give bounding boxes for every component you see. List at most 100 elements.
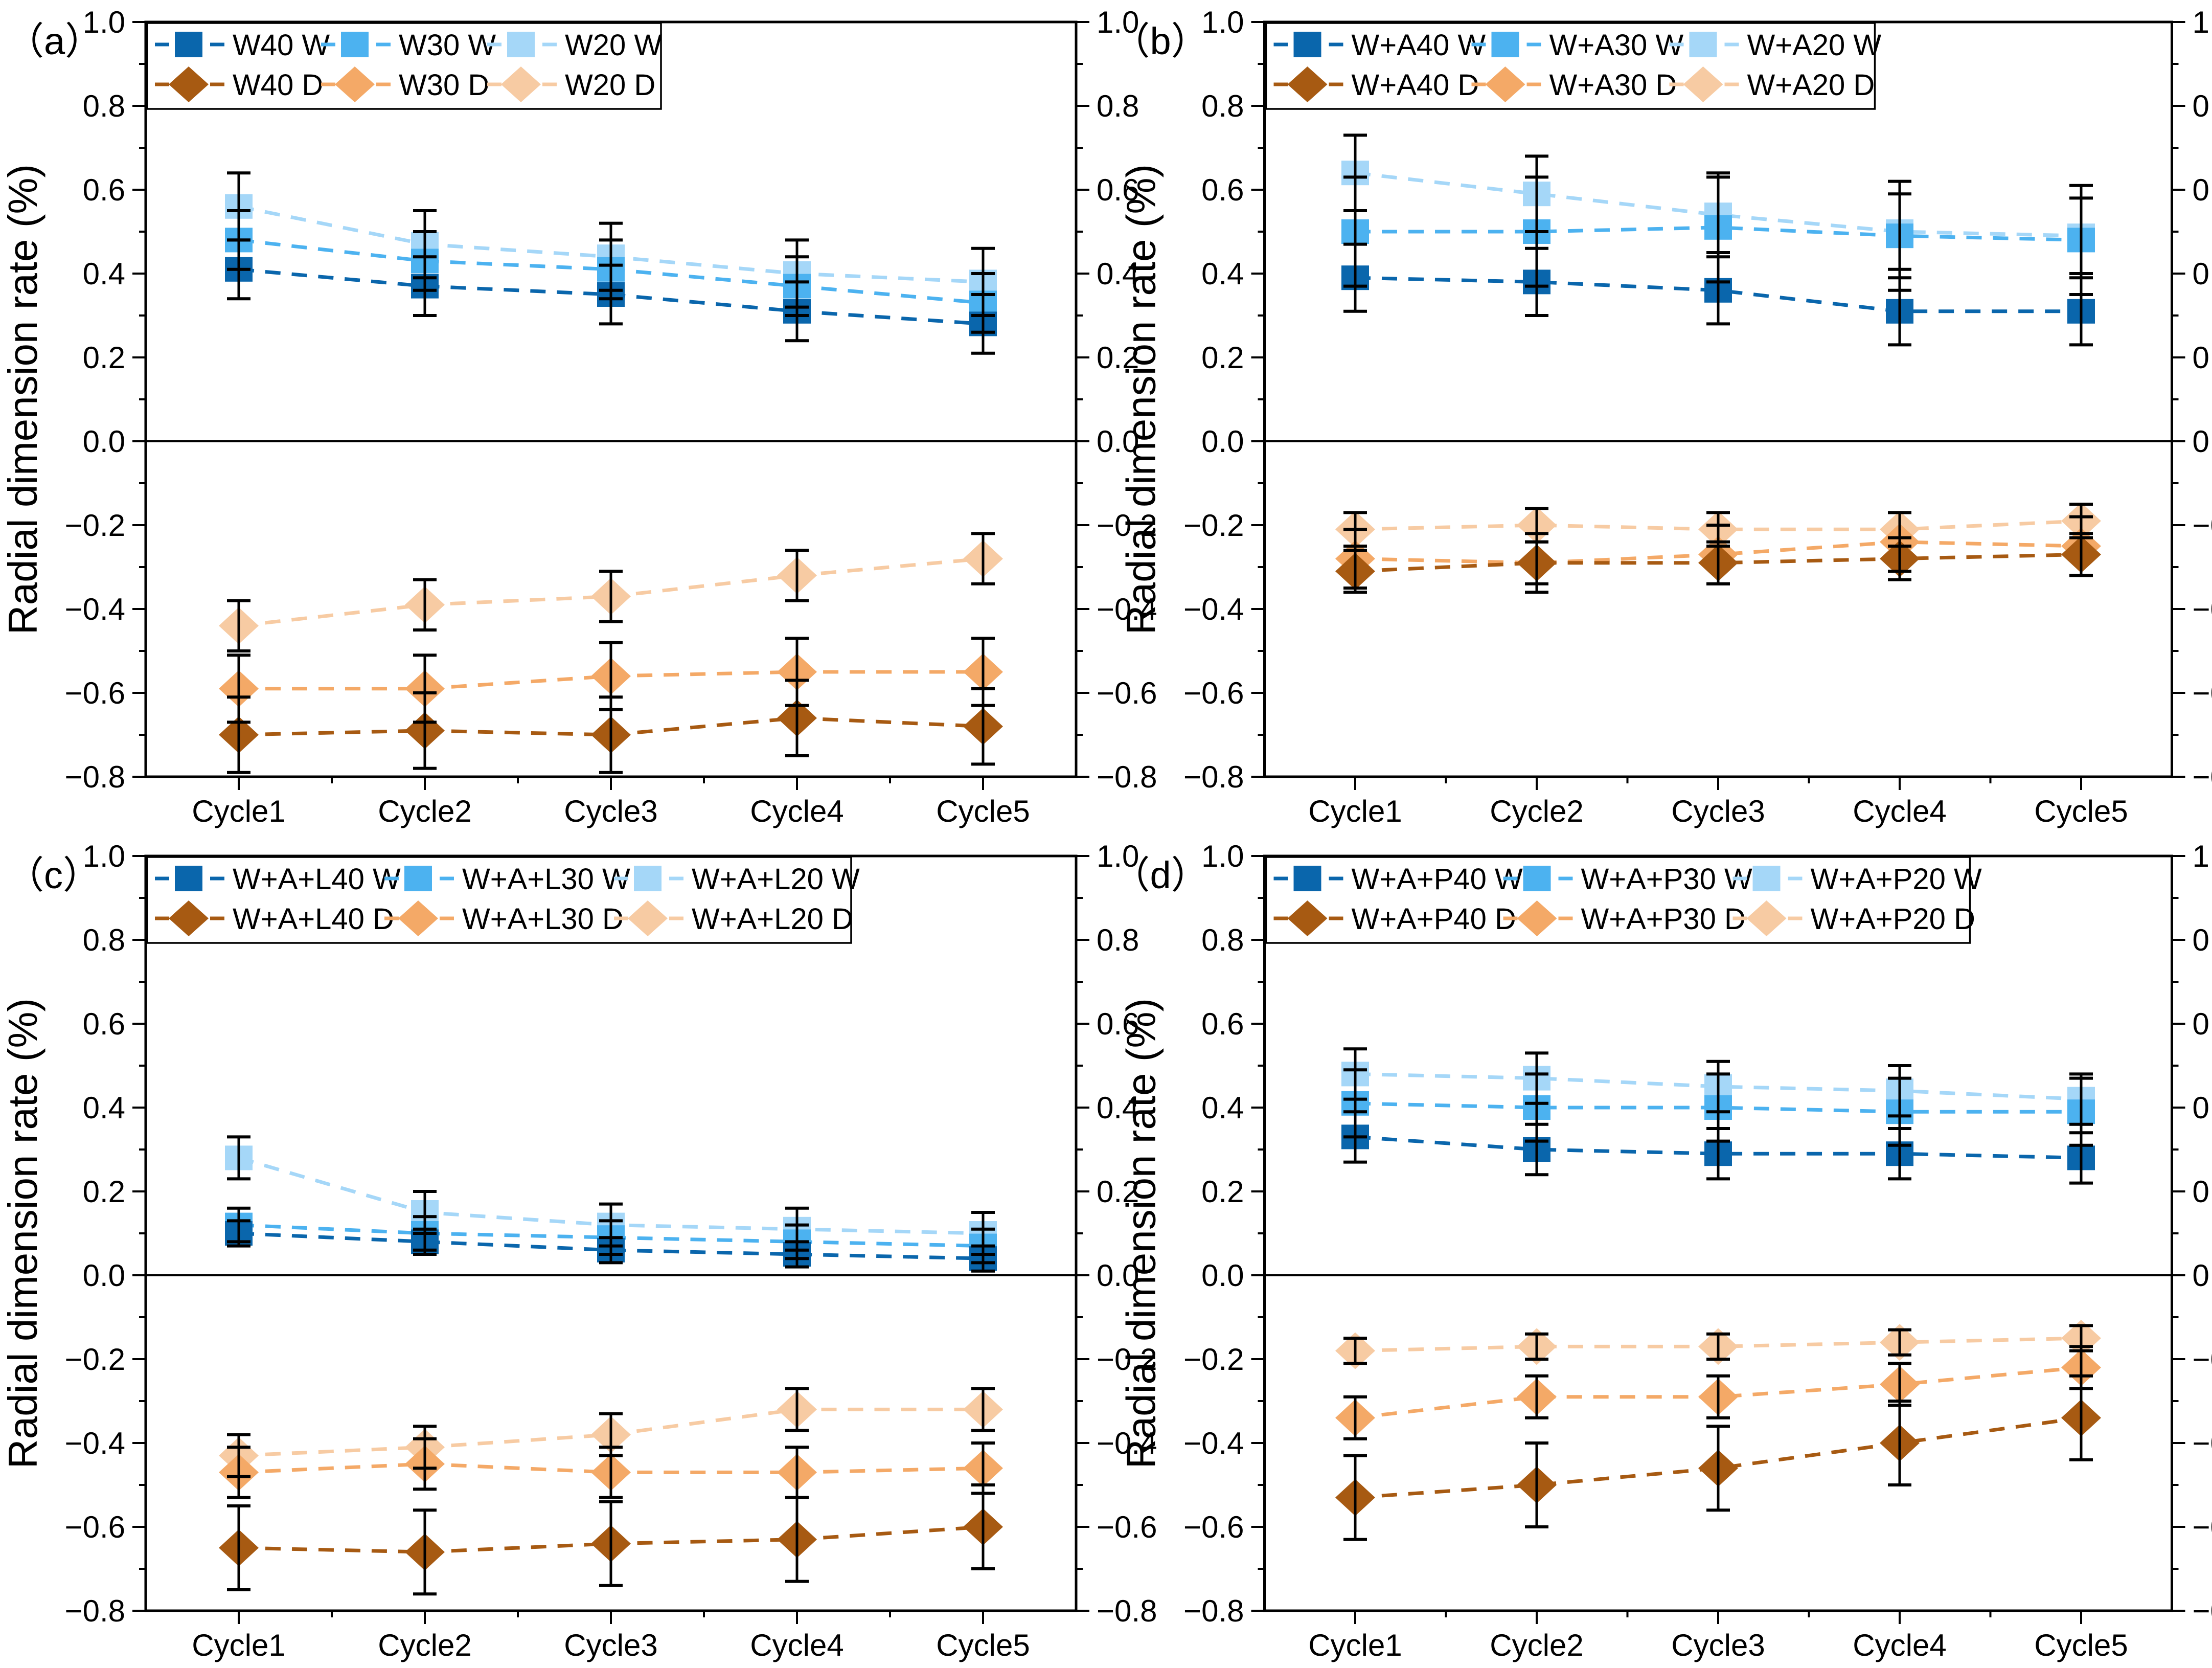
y-tick-label-left: 0.4 [1201,1091,1244,1125]
x-tick-label: Cycle3 [1671,1628,1765,1662]
y-tick-label-left: −0.8 [1183,760,1244,794]
error-bars [1343,1110,2093,1185]
y-tick-label-right: −0.8 [1097,1594,1157,1628]
y-tick-label-right: 1.0 [1097,839,1139,873]
legend-diamond-marker [501,66,541,102]
panel-letter-a: （a） [6,20,103,62]
legend-label: W40 D [233,69,323,102]
x-axis-ticks: Cycle1 Cycle2 Cycle3 Cycle4 Cycle5 [192,777,1030,828]
legend-diamond-marker [1485,66,1525,102]
series-line [1355,276,2081,313]
y-tick-label-right: 0.2 [2193,341,2212,375]
legend-label: W+A+L20 W [692,863,860,896]
y-tick-label-right: −0.6 [2193,1510,2212,1544]
y-axis-ticks: 1.0 1.0 0.8 0.8 0.6 0.6 0.4 0.4 0.2 0.2 0.0 0.0 −0.2… [65,5,1157,794]
y-axis-title: Radial dimension rate (%) [1119,164,1164,635]
y-tick-label-right: −0.6 [1097,1510,1157,1544]
y-tick-label-right: −0.8 [2193,1594,2212,1628]
legend-box [1265,856,1971,944]
x-tick-label: Cycle3 [564,1628,657,1662]
legend-diamond-marker [1683,66,1723,102]
panel-a-chart: （a） Radial dimension rate (%) 1.0 1.0 0.8 0… [0,5,1157,828]
legend-label: W+A+L20 D [692,903,853,936]
legend-diamond-marker [169,900,209,936]
legend: W+A+P40 W W+A+P30 W W+A+P20 W W+A+P40 D W+A+… [1265,856,1982,944]
legend-label: W+A+L40 D [233,903,394,936]
x-tick-label: Cycle1 [192,1628,285,1662]
legend-label: W+A+P30 D [1581,903,1746,936]
x-axis-ticks: Cycle1 Cycle2 Cycle3 Cycle4 Cycle5 [192,1611,1030,1662]
legend-diamond-marker [628,900,668,936]
legend-label: W+A30 W [1549,29,1684,62]
y-axis-title: Radial dimension rate (%) [1119,998,1164,1469]
series-line [1355,226,2082,242]
legend-box [146,22,662,110]
panel-letter-c: （c） [6,854,101,896]
y-tick-label-right: −0.2 [1097,508,1157,543]
plot-area: 1.0 1.0 0.8 0.8 0.6 0.6 0.4 0.4 0.2 0.2 0.0 0.0 −0.2… [65,839,1157,1662]
legend-label: W+A40 D [1352,69,1479,102]
legend-label: W+A+P20 D [1811,903,1975,936]
panel-d-chart: （d） Radial dimension rate (%) 1.0 1.0 0.8 0… [1112,839,2212,1662]
x-tick-label: Cycle1 [1308,794,1402,828]
x-tick-label: Cycle1 [1308,1628,1402,1662]
error-bars [1343,242,2093,347]
y-tick-label-right: 0.6 [1097,173,1139,207]
legend: W+A+L40 W W+A+L30 W W+A+L20 W W+A+L40 D W+A+… [146,856,860,944]
y-tick-label-right: 0.4 [1097,257,1139,291]
error-bars [1343,1345,2093,1440]
legend-label: W+A+L40 W [233,863,401,896]
x-tick-label: Cycle2 [378,794,471,828]
y-tick-label-left: −0.2 [1183,1342,1244,1377]
legend-label: W+A+P40 W [1352,863,1523,896]
y-tick-label-left: 0.6 [83,1007,125,1041]
y-tick-label-right: −0.4 [1097,592,1157,626]
legend-square-marker [1491,32,1519,57]
y-tick-label-left: 0.2 [1201,341,1244,375]
y-tick-label-right: 0.8 [2193,89,2212,123]
error-bars [1343,1374,2093,1541]
error-bars [227,238,995,355]
y-tick-label-left: 0.6 [1201,173,1244,207]
legend-label: W+A+L30 D [462,903,624,936]
x-tick-label: Cycle5 [936,1628,1030,1662]
y-tick-label-right: −0.2 [2193,1342,2212,1377]
y-tick-label-right: 0.0 [2193,424,2212,459]
y-tick-label-right: 0.6 [1097,1007,1139,1041]
y-tick-label-left: 0.2 [83,1175,125,1209]
y-tick-label-right: 1.0 [1097,5,1139,39]
error-bars [227,532,995,652]
legend-label: W+A20 W [1747,29,1882,62]
y-tick-label-right: −0.8 [1097,760,1157,794]
legend-diamond-marker [1287,900,1328,936]
legend-square-marker [1293,866,1321,891]
x-tick-label: Cycle4 [750,1628,843,1662]
y-tick-label-right: −0.2 [2193,508,2212,543]
x-tick-label: Cycle5 [2034,1628,2128,1662]
y-tick-label-left: 1.0 [1201,5,1244,39]
y-tick-label-right: −0.6 [1097,676,1157,710]
legend-label: W+A+L30 W [462,863,630,896]
series-line [1355,519,2082,531]
y-tick-label-left: 0.0 [83,1258,125,1293]
y-tick-label-right: −0.8 [2193,760,2212,794]
legend-square-marker [1752,866,1781,891]
y-tick-label-right: 0.2 [1097,1175,1139,1209]
y-tick-label-left: 0.4 [1201,257,1244,291]
y-tick-label-left: 1.0 [83,839,125,873]
series-line [1355,1135,2082,1160]
y-tick-label-right: 0.4 [1097,1091,1139,1125]
legend-box [1265,22,1876,110]
series-line [1355,1416,2082,1500]
legend-label: W+A+P40 D [1352,903,1516,936]
y-tick-label-right: 0.6 [2193,1007,2212,1041]
error-bars [227,1483,995,1596]
y-tick-label-right: 0.4 [2193,1091,2212,1125]
y-tick-label-right: 0.6 [2193,173,2212,207]
y-tick-label-left: −0.4 [65,592,125,626]
y-tick-label-left: 0.2 [1201,1175,1244,1209]
legend-label: W+A+P30 W [1581,863,1752,896]
series-line [1355,552,2082,573]
x-tick-label: Cycle2 [378,1628,471,1662]
